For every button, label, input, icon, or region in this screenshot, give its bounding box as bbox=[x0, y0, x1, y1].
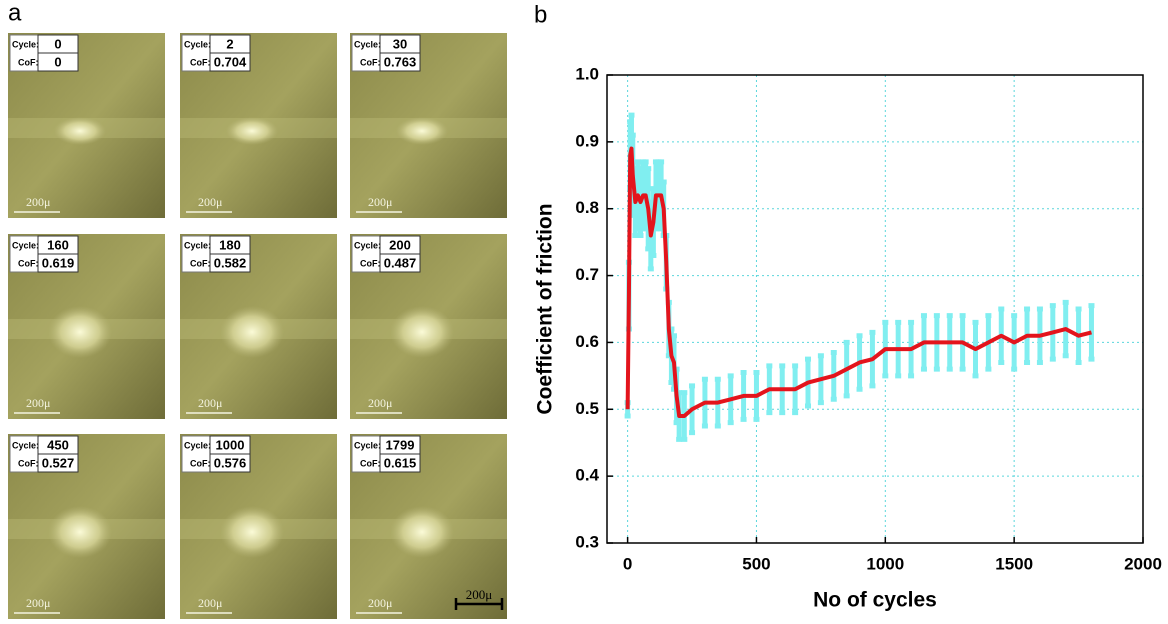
cof-label: CoF: bbox=[190, 458, 211, 468]
scale-label: 200μ bbox=[198, 596, 222, 610]
cycle-label: Cycle: bbox=[184, 240, 211, 250]
y-tick-label: 0.9 bbox=[575, 131, 599, 150]
wear-spot bbox=[220, 506, 284, 558]
y-tick-label: 0.7 bbox=[575, 265, 599, 284]
cycle-value: 2 bbox=[226, 36, 233, 51]
cof-value: 0.615 bbox=[384, 455, 417, 470]
cycle-value: 1000 bbox=[216, 437, 245, 452]
scale-label: 200μ bbox=[26, 596, 50, 610]
cof-value: 0.487 bbox=[384, 255, 417, 270]
cof-label: CoF: bbox=[18, 258, 39, 268]
cycle-label: Cycle: bbox=[12, 240, 39, 250]
x-tick-label: 2000 bbox=[1124, 554, 1162, 573]
y-tick-label: 0.5 bbox=[575, 399, 599, 418]
cycle-label: Cycle: bbox=[12, 39, 39, 49]
cof-value: 0.527 bbox=[42, 455, 75, 470]
cycle-value: 180 bbox=[219, 237, 241, 252]
wear-spot bbox=[390, 306, 454, 358]
cycle-label: Cycle: bbox=[184, 39, 211, 49]
y-tick-label: 0.4 bbox=[575, 466, 599, 485]
cof-value: 0.619 bbox=[42, 255, 75, 270]
scale-label: 200μ bbox=[368, 396, 392, 410]
scale-label: 200μ bbox=[198, 396, 222, 410]
cof-label: CoF: bbox=[360, 258, 381, 268]
cycle-label: Cycle: bbox=[354, 39, 381, 49]
panel-label: a bbox=[8, 0, 22, 26]
cof-label: CoF: bbox=[360, 57, 381, 67]
value-box bbox=[209, 453, 251, 473]
cof-label: CoF: bbox=[360, 458, 381, 468]
cof-label: CoF: bbox=[190, 258, 211, 268]
cof-label: CoF: bbox=[190, 57, 211, 67]
cycle-value: 450 bbox=[47, 437, 69, 452]
x-tick-label: 500 bbox=[742, 554, 770, 573]
scale-bar bbox=[454, 598, 504, 610]
plot-frame bbox=[606, 74, 1144, 544]
cof-value: 0.582 bbox=[214, 255, 247, 270]
cof-value: 0.704 bbox=[214, 54, 247, 69]
cof-label: CoF: bbox=[18, 57, 39, 67]
cof-value: 0.763 bbox=[384, 54, 417, 69]
wear-spot bbox=[390, 506, 454, 558]
value-box bbox=[209, 253, 251, 273]
scale-label: 200μ bbox=[26, 396, 50, 410]
value-box bbox=[37, 453, 79, 473]
scale-label: 200μ bbox=[198, 195, 222, 209]
scale-label: 200μ bbox=[466, 587, 493, 602]
cycle-value: 0 bbox=[54, 36, 61, 51]
wear-spot bbox=[54, 117, 106, 145]
x-tick-label: 0 bbox=[623, 554, 632, 573]
value-box bbox=[379, 253, 421, 273]
cycle-value: 30 bbox=[393, 36, 407, 51]
cycle-label: Cycle: bbox=[12, 440, 39, 450]
scale-label: 200μ bbox=[26, 195, 50, 209]
value-box bbox=[209, 52, 251, 72]
value-box bbox=[37, 52, 79, 72]
cycle-label: Cycle: bbox=[354, 440, 381, 450]
cof-value: 0 bbox=[54, 54, 61, 69]
value-box bbox=[379, 453, 421, 473]
y-axis-title: Coefficient of friction bbox=[534, 203, 557, 414]
y-tick-label: 1.0 bbox=[575, 64, 599, 83]
y-tick-label: 0.8 bbox=[575, 198, 599, 217]
wear-spot bbox=[48, 306, 112, 358]
cycle-value: 200 bbox=[389, 237, 411, 252]
cycle-value: 1799 bbox=[386, 437, 415, 452]
scale-label: 200μ bbox=[368, 195, 392, 209]
data-line bbox=[625, 146, 1092, 418]
value-box bbox=[37, 253, 79, 273]
scale-label: 200μ bbox=[368, 596, 392, 610]
wear-spot bbox=[396, 117, 448, 145]
cycle-value: 160 bbox=[47, 237, 69, 252]
panel-label: b bbox=[534, 1, 547, 28]
x-tick-label: 1500 bbox=[995, 554, 1033, 573]
cycle-label: Cycle: bbox=[184, 440, 211, 450]
cycle-label: Cycle: bbox=[354, 240, 381, 250]
wear-spot bbox=[48, 506, 112, 558]
x-axis-title: No of cycles bbox=[813, 589, 937, 612]
wear-spot bbox=[220, 306, 284, 358]
wear-spot bbox=[226, 117, 278, 145]
cof-label: CoF: bbox=[18, 458, 39, 468]
value-box bbox=[379, 52, 421, 72]
y-tick-label: 0.3 bbox=[575, 532, 599, 551]
cof-value: 0.576 bbox=[214, 455, 247, 470]
y-tick-label: 0.6 bbox=[575, 332, 599, 351]
x-tick-label: 1000 bbox=[866, 554, 904, 573]
